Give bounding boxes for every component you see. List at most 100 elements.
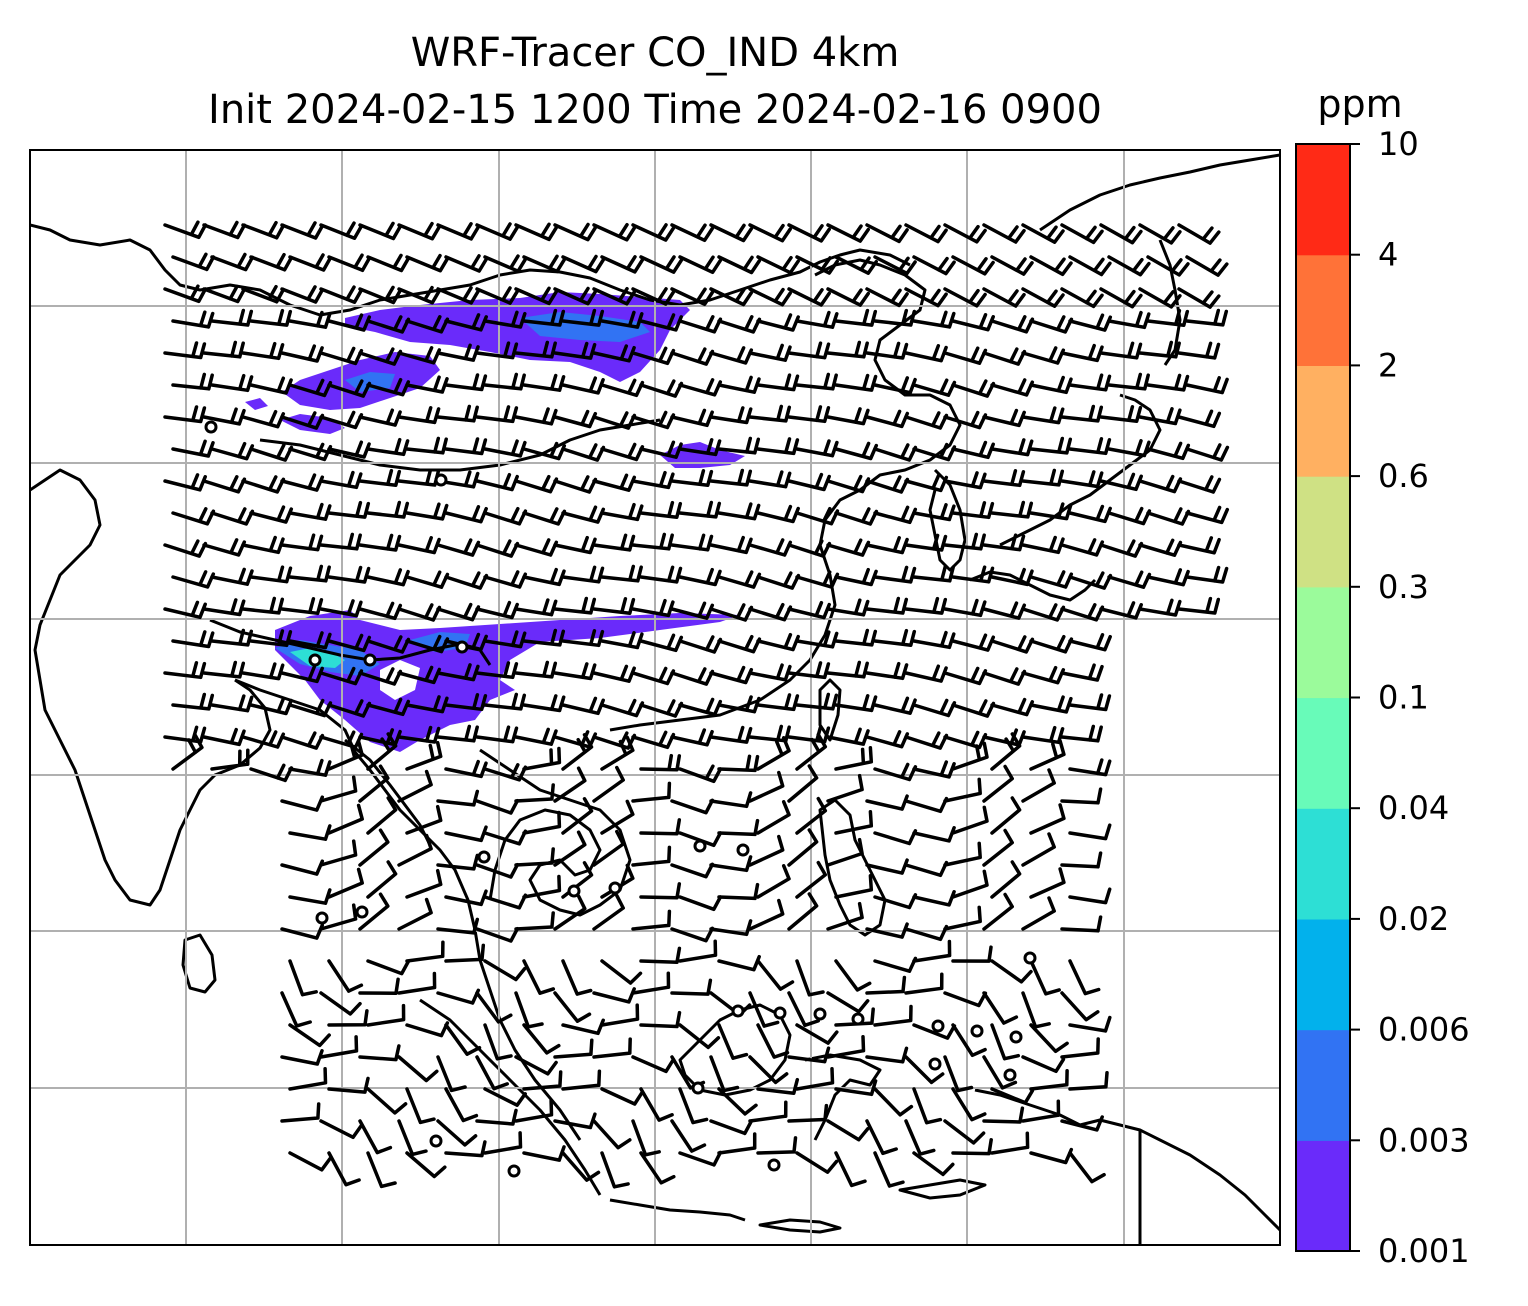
wind-barb	[592, 344, 636, 363]
wind-barb	[834, 308, 878, 327]
colorbar-swatch	[1296, 144, 1350, 256]
wind-barb	[951, 741, 989, 771]
wind-barb	[405, 1087, 436, 1125]
wind-barb	[826, 837, 864, 867]
wind-barbs	[163, 220, 1230, 1189]
wind-barb	[1068, 504, 1112, 524]
wind-barb	[475, 661, 519, 680]
wind-barb	[795, 692, 839, 711]
wind-barb	[1060, 851, 1103, 869]
wind-barb	[210, 373, 254, 393]
wind-barb	[1060, 470, 1104, 489]
wind-barb	[561, 565, 605, 584]
wind-barb	[358, 764, 390, 803]
wind-barb	[951, 501, 995, 520]
wind-barb	[748, 834, 785, 867]
wind-barb	[1029, 867, 1066, 899]
wind-barb	[639, 440, 683, 459]
wind-barb	[873, 696, 917, 715]
wind-barb	[1060, 787, 1103, 805]
wind-barb	[475, 405, 519, 424]
wind-barb	[795, 255, 839, 275]
wind-barb	[639, 946, 682, 964]
wind-barb	[319, 285, 364, 304]
wind-barb	[249, 252, 294, 272]
wind-barb	[904, 287, 948, 308]
wind-barb	[748, 724, 791, 743]
wind-barb	[639, 1151, 676, 1185]
wind-barb	[1021, 991, 1051, 1029]
wind-barb	[514, 340, 557, 359]
wind-barb	[873, 1151, 905, 1188]
calm-wind-circle	[693, 839, 707, 853]
wind-barb	[943, 223, 987, 244]
wind-barb	[990, 255, 1034, 276]
wind-barb	[163, 220, 208, 240]
wind-barb	[436, 1055, 467, 1093]
calm-wind-circle	[507, 1164, 521, 1178]
wind-barb	[795, 860, 828, 899]
wind-barb	[210, 308, 254, 327]
colorbar-unit-label: ppm	[1317, 82, 1403, 126]
map-title-line1: WRF-Tracer CO_IND 4km	[410, 30, 900, 76]
wind-barb	[670, 408, 714, 428]
wind-barb	[1068, 823, 1112, 841]
wind-barb	[366, 253, 411, 273]
wind-barb	[249, 629, 293, 648]
wind-barb	[483, 1023, 513, 1061]
wind-barb	[358, 1044, 401, 1062]
wind-barb	[990, 1023, 1021, 1061]
wind-barb	[670, 223, 715, 243]
wind-barb	[366, 1087, 408, 1115]
wind-barb	[202, 220, 247, 240]
wind-barb	[1060, 1037, 1100, 1059]
colorbar-tick-label: 2	[1378, 346, 1398, 384]
wind-barb	[678, 255, 723, 275]
wind-barb	[865, 596, 909, 615]
wind-barb	[592, 829, 625, 867]
wind-barb	[1068, 887, 1112, 905]
wind-barb	[1068, 758, 1112, 777]
colorbar-swatch	[1296, 476, 1350, 588]
wind-barb	[1185, 308, 1229, 327]
wind-barb	[787, 341, 831, 360]
wind-barb	[522, 1070, 563, 1091]
wind-barb	[444, 943, 486, 963]
wind-barb	[1068, 255, 1112, 277]
wind-barb	[358, 468, 402, 487]
wind-barb	[171, 692, 215, 711]
wind-barb	[444, 254, 489, 273]
wind-barb	[358, 828, 390, 867]
wind-barb	[1029, 803, 1066, 835]
wind-barb	[1029, 436, 1073, 455]
wind-barb	[249, 696, 293, 716]
coast-sulawesi	[804, 1053, 882, 1141]
wind-barb	[756, 1136, 798, 1155]
wind-barb	[748, 898, 785, 931]
wind-barb	[397, 285, 442, 305]
calm-wind-circle	[315, 911, 329, 925]
wind-barb	[397, 833, 433, 867]
wind-barb	[1177, 341, 1221, 360]
coast-india-west	[30, 468, 272, 907]
wind-barb	[288, 959, 318, 997]
wind-barb	[787, 1046, 831, 1064]
calm-wind-circle	[363, 653, 377, 667]
wind-barb	[483, 692, 527, 711]
wind-barb	[1185, 443, 1230, 462]
wind-barb	[592, 765, 625, 803]
wind-barb	[709, 855, 753, 873]
wind-barb	[475, 222, 520, 241]
wind-barb	[1068, 1070, 1109, 1091]
wind-barb	[1029, 739, 1066, 771]
wind-barb	[475, 1055, 509, 1091]
wind-barb	[631, 1119, 661, 1157]
wind-barb	[444, 693, 488, 712]
coast-sri-lanka	[181, 933, 217, 994]
wind-barb	[163, 284, 208, 304]
wind-barb	[912, 1151, 955, 1177]
wind-barb	[670, 728, 714, 747]
wind-barb	[1021, 223, 1065, 244]
wind-barb	[912, 890, 956, 907]
wind-barb	[366, 796, 398, 835]
